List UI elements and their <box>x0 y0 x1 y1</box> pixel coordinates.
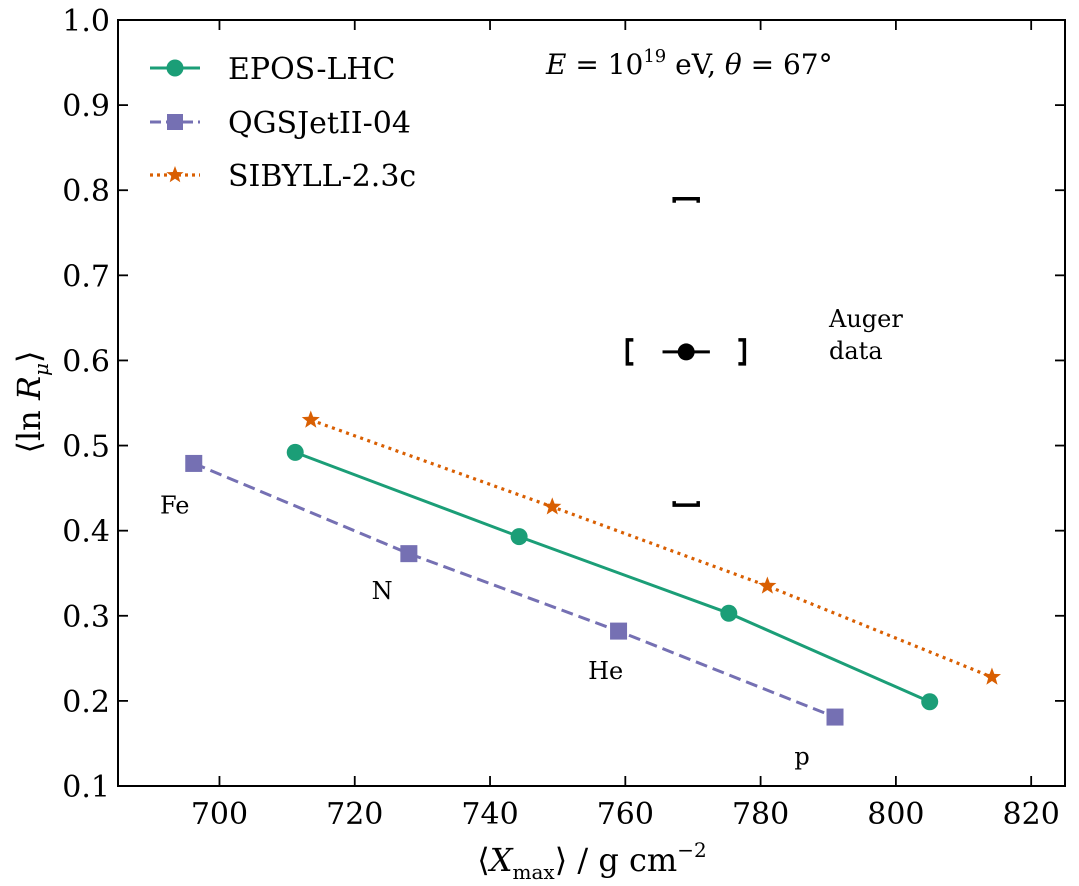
data-point <box>543 497 562 515</box>
primary-label-fe: Fe <box>160 492 190 520</box>
data-point <box>982 667 1001 685</box>
y-tick-label: 0.2 <box>62 685 110 720</box>
x-tick-label: 740 <box>461 797 518 832</box>
legend-label-qgsjet: QGSJetII-04 <box>228 106 411 141</box>
primary-label-p: p <box>794 743 809 771</box>
plot-area <box>185 196 1001 726</box>
legend-label-epos: EPOS-LHC <box>228 52 396 87</box>
legend: EPOS-LHC QGSJetII-04 SIBYLL-2.3c <box>150 52 416 194</box>
axes: 700 720 740 760 780 800 820 0.1 0.2 0.3 0.4 0.5 0.6 0… <box>62 4 1066 832</box>
x-axis-title: ⟨Xmax⟩ / g cm−2 <box>477 838 706 884</box>
legend-marker-star <box>166 166 184 183</box>
auger-sys-bracket-bottom <box>672 501 700 507</box>
x-tick-label: 780 <box>732 797 789 832</box>
legend-label-sibyll: SIBYLL-2.3c <box>228 159 416 194</box>
data-point <box>185 454 203 472</box>
data-point <box>720 604 738 622</box>
legend-entry-qgsjet: QGSJetII-04 <box>150 106 411 141</box>
primary-label-n: N <box>372 577 393 605</box>
data-point <box>301 410 320 428</box>
y-tick-label: 0.9 <box>62 89 110 124</box>
auger-sys-bracket-left <box>625 338 634 366</box>
auger-data-point <box>677 343 695 361</box>
x-tick-label: 800 <box>867 797 924 832</box>
data-point <box>400 545 418 563</box>
legend-marker-circle <box>166 59 184 77</box>
y-tick-label: 0.8 <box>62 174 110 209</box>
x-tick-label: 700 <box>191 797 248 832</box>
x-tick-label: 720 <box>326 797 383 832</box>
y-axis-title: ⟨ln Rμ⟩ <box>10 350 53 453</box>
y-tick-label: 0.6 <box>62 344 110 379</box>
y-tick-label: 0.1 <box>62 770 110 805</box>
data-point <box>510 528 528 546</box>
auger-label-line2: data <box>829 337 883 365</box>
series-line <box>294 450 931 704</box>
legend-entry-epos: EPOS-LHC <box>150 52 396 87</box>
data-point <box>610 622 628 640</box>
y-tick-label: 1.0 <box>62 4 110 39</box>
auger-label: Auger <box>828 305 903 333</box>
legend-entry-sibyll: SIBYLL-2.3c <box>150 159 416 194</box>
y-tick-label: 0.3 <box>62 600 110 635</box>
legend-marker-square <box>167 114 183 130</box>
condition-annotation: E = 1019 eV, θ = 67° <box>545 46 833 81</box>
data-point <box>826 708 844 726</box>
y-tick-label: 0.5 <box>62 430 110 465</box>
series-line <box>310 418 993 679</box>
data-point <box>758 576 777 594</box>
auger-sys-bracket-right <box>738 338 747 366</box>
auger-sys-bracket-top <box>672 196 700 203</box>
x-tick-label: 760 <box>597 797 654 832</box>
axes-frame <box>117 19 1066 787</box>
y-tick-label: 0.7 <box>62 259 110 294</box>
series-line <box>193 462 836 719</box>
data-point <box>921 693 939 711</box>
x-tick-label: 820 <box>1003 797 1060 832</box>
primary-label-he: He <box>588 657 623 685</box>
data-point <box>286 443 304 461</box>
y-tick-label: 0.4 <box>62 515 110 550</box>
